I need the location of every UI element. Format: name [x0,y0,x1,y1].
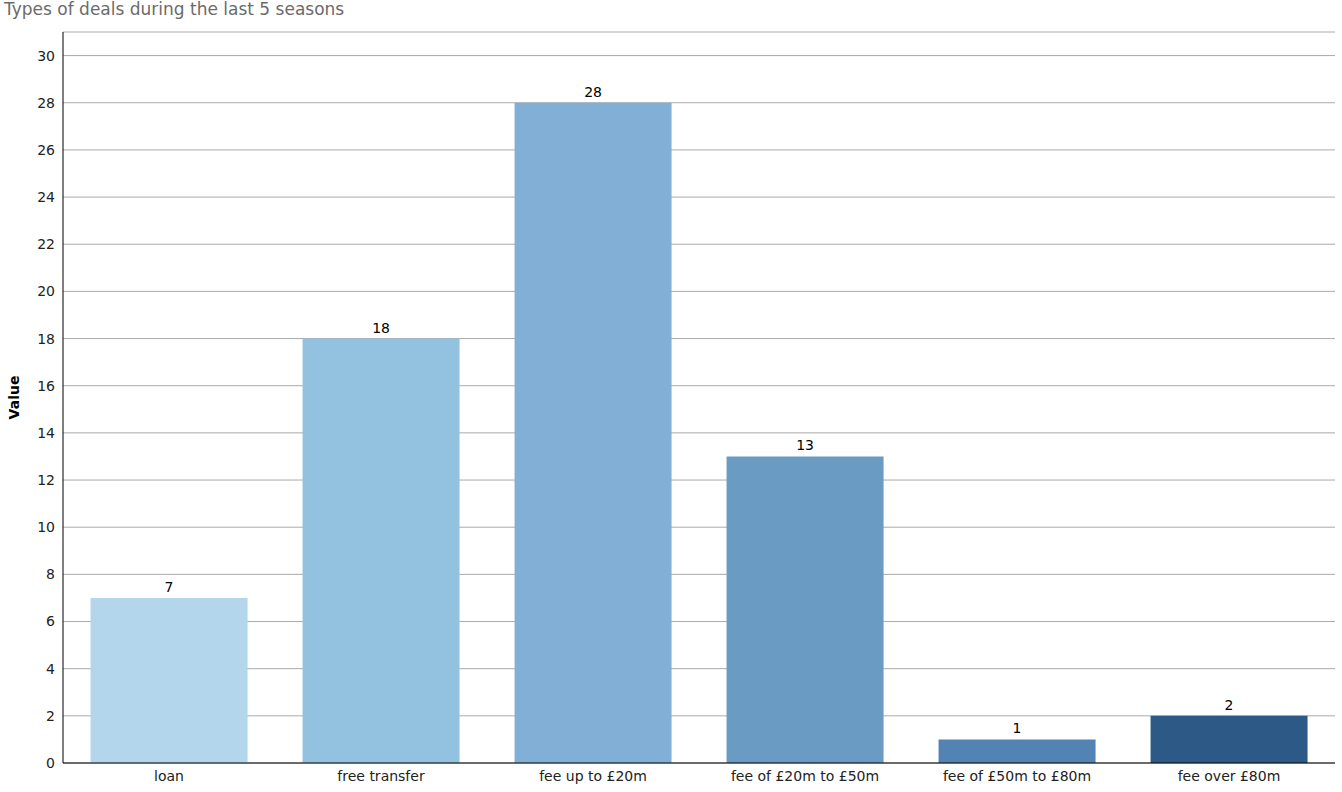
svg-text:fee of £50m to £80m: fee of £50m to £80m [943,768,1091,784]
svg-text:18: 18 [37,331,55,347]
svg-text:12: 12 [37,472,55,488]
svg-text:28: 28 [584,84,602,100]
svg-text:16: 16 [37,378,55,394]
svg-text:2: 2 [46,708,55,724]
svg-text:loan: loan [154,768,184,784]
svg-text:28: 28 [37,95,55,111]
svg-text:13: 13 [796,437,814,453]
svg-text:0: 0 [46,755,55,771]
svg-text:8: 8 [46,566,55,582]
svg-text:free transfer: free transfer [337,768,425,784]
svg-text:fee over £80m: fee over £80m [1178,768,1281,784]
svg-text:4: 4 [46,661,55,677]
svg-text:2: 2 [1225,697,1234,713]
svg-text:fee of £20m to £50m: fee of £20m to £50m [731,768,879,784]
svg-text:Value: Value [8,376,22,420]
svg-text:20: 20 [37,283,55,299]
svg-text:1: 1 [1013,720,1022,736]
svg-text:14: 14 [37,425,55,441]
svg-text:30: 30 [37,48,55,64]
svg-text:6: 6 [46,613,55,629]
svg-text:fee up to £20m: fee up to £20m [539,768,647,784]
svg-text:22: 22 [37,236,55,252]
html-text:Types of deals during the last: Types of deals during the last 5 seasons [4,0,345,19]
svg-text:26: 26 [37,142,55,158]
svg-text:10: 10 [37,519,55,535]
svg-text:18: 18 [372,320,390,336]
svg-text:24: 24 [37,189,55,205]
svg-text:7: 7 [165,579,174,595]
